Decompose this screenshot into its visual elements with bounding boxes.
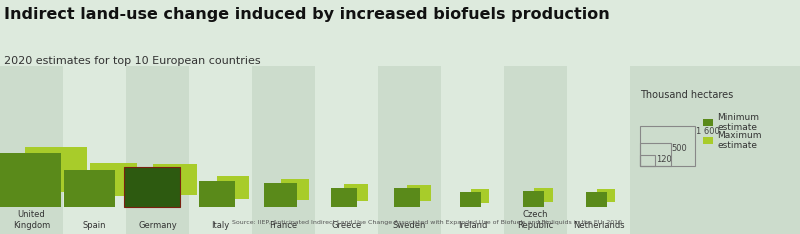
Bar bbox=[124, 167, 180, 207]
Bar bbox=[344, 184, 368, 201]
Bar bbox=[199, 181, 235, 207]
Bar bbox=[264, 183, 297, 207]
Bar bbox=[153, 164, 198, 195]
Text: Spain: Spain bbox=[82, 221, 106, 230]
Bar bbox=[252, 66, 315, 234]
Bar bbox=[630, 66, 800, 234]
Text: Source: IIEP, Anticipated Indirect Land Use Change Associated with Expanded Use : Source: IIEP, Anticipated Indirect Land … bbox=[232, 220, 622, 225]
Text: Greece: Greece bbox=[331, 221, 362, 230]
Text: 2020 estimates for top 10 European countries: 2020 estimates for top 10 European count… bbox=[4, 56, 261, 66]
Text: Thousand hectares: Thousand hectares bbox=[640, 90, 734, 100]
Text: 500: 500 bbox=[672, 144, 687, 153]
Bar bbox=[126, 66, 189, 234]
Bar bbox=[0, 66, 63, 234]
Text: Sweden: Sweden bbox=[393, 221, 426, 230]
Text: Germany: Germany bbox=[138, 221, 177, 230]
Bar bbox=[407, 185, 430, 201]
Bar bbox=[597, 189, 615, 202]
Bar bbox=[64, 170, 115, 207]
Bar bbox=[640, 143, 670, 166]
Bar bbox=[0, 153, 62, 207]
Bar bbox=[470, 190, 489, 203]
Bar bbox=[640, 155, 655, 166]
Bar bbox=[534, 189, 553, 202]
Text: Ireland: Ireland bbox=[458, 221, 487, 230]
Text: Indirect land-use change induced by increased biofuels production: Indirect land-use change induced by incr… bbox=[4, 7, 610, 22]
Bar bbox=[586, 192, 606, 207]
Bar bbox=[522, 191, 544, 207]
Text: Czech
Republic: Czech Republic bbox=[518, 210, 554, 230]
Bar bbox=[703, 137, 713, 144]
Bar bbox=[281, 179, 310, 200]
Text: France: France bbox=[270, 221, 298, 230]
Text: Italy: Italy bbox=[211, 221, 230, 230]
Bar bbox=[26, 147, 87, 192]
Bar bbox=[703, 119, 713, 126]
Bar bbox=[218, 176, 250, 199]
Text: Netherlands: Netherlands bbox=[573, 221, 624, 230]
Text: 1 600: 1 600 bbox=[696, 127, 720, 136]
Bar bbox=[394, 188, 420, 207]
Text: Maximum
estimate: Maximum estimate bbox=[717, 131, 762, 150]
Text: 120: 120 bbox=[656, 155, 672, 165]
Bar bbox=[378, 66, 441, 234]
Text: Minimum
estimate: Minimum estimate bbox=[717, 113, 759, 132]
Text: United
Kingdom: United Kingdom bbox=[13, 210, 50, 230]
Bar bbox=[461, 192, 481, 207]
Bar bbox=[504, 66, 567, 234]
Bar bbox=[640, 126, 695, 166]
Bar bbox=[330, 188, 357, 207]
Bar bbox=[90, 163, 137, 196]
